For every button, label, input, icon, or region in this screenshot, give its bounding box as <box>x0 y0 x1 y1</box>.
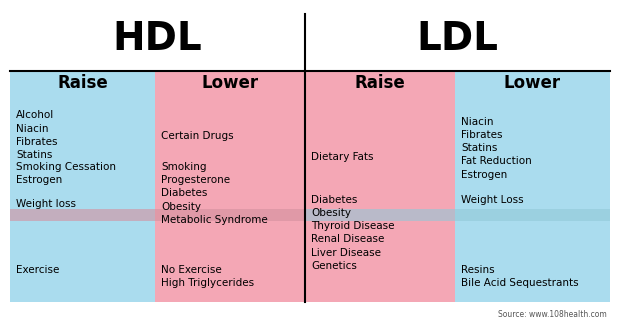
Text: Raise: Raise <box>57 75 108 92</box>
Bar <box>10 96 155 302</box>
Text: Exercise: Exercise <box>16 265 60 275</box>
Bar <box>305 209 610 221</box>
Text: LDL: LDL <box>417 20 498 59</box>
Bar <box>455 71 610 96</box>
Text: Weight loss: Weight loss <box>16 199 76 209</box>
Text: Lower: Lower <box>202 75 259 92</box>
Text: HDL: HDL <box>113 20 202 59</box>
Text: Niacin
Fibrates
Statins
Fat Reduction: Niacin Fibrates Statins Fat Reduction <box>461 117 532 166</box>
Text: Source: www.108health.com: Source: www.108health.com <box>498 310 607 319</box>
Text: Lower: Lower <box>504 75 561 92</box>
Text: No Exercise
High Triglycerides: No Exercise High Triglycerides <box>161 265 254 288</box>
Text: Certain Drugs: Certain Drugs <box>161 131 234 141</box>
Text: Resins
Bile Acid Sequestrants: Resins Bile Acid Sequestrants <box>461 265 578 288</box>
Text: Dietary Fats: Dietary Fats <box>311 152 373 162</box>
Bar <box>155 71 305 96</box>
Bar <box>305 96 455 302</box>
Bar <box>10 209 305 221</box>
Bar <box>155 96 305 302</box>
Text: Estrogen: Estrogen <box>461 170 507 180</box>
Text: Smoking Cessation
Estrogen: Smoking Cessation Estrogen <box>16 162 116 185</box>
Bar <box>305 71 455 96</box>
Text: Raise: Raise <box>355 75 405 92</box>
Bar <box>455 96 610 302</box>
Text: Alcohol
Niacin
Fibrates
Statins: Alcohol Niacin Fibrates Statins <box>16 110 58 160</box>
Text: Smoking
Progesterone
Diabetes
Obesity
Metabolic Syndrome: Smoking Progesterone Diabetes Obesity Me… <box>161 162 268 225</box>
Text: Weight Loss: Weight Loss <box>461 195 524 205</box>
Bar <box>10 71 155 96</box>
Text: Diabetes
Obesity
Thyroid Disease
Renal Disease
Liver Disease
Genetics: Diabetes Obesity Thyroid Disease Renal D… <box>311 195 394 271</box>
